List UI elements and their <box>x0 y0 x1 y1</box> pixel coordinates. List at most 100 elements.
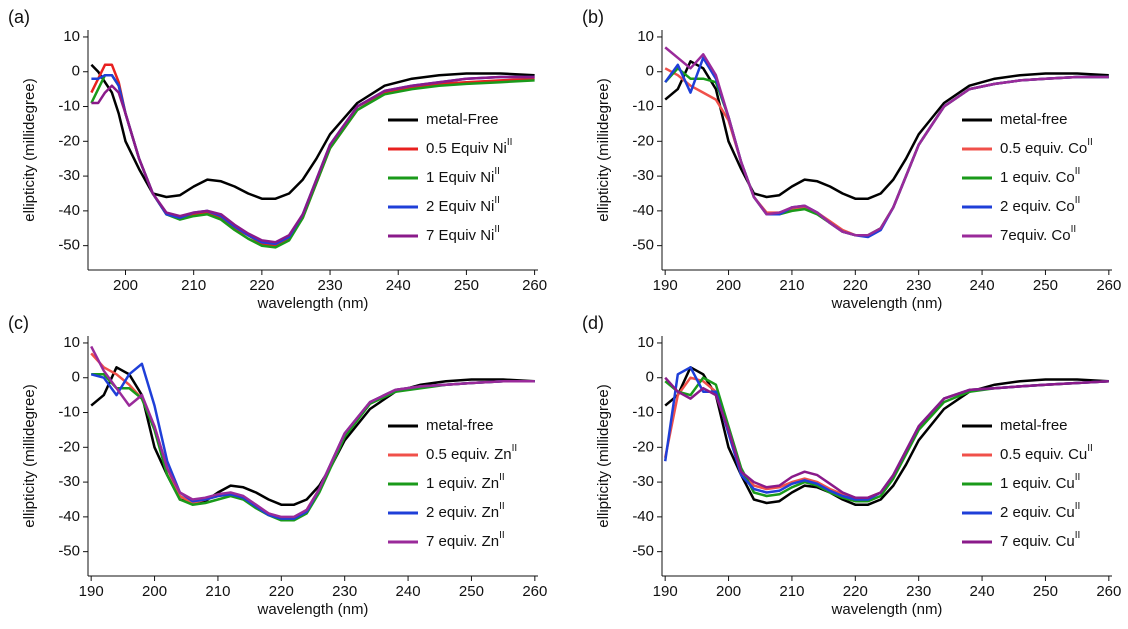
x-tick-label: 220 <box>249 277 274 294</box>
legend-superscript: II <box>1087 137 1093 148</box>
x-tick-label: 220 <box>843 583 868 600</box>
x-tick-label: 220 <box>269 583 294 600</box>
legend-name: metal-Free <box>426 111 499 128</box>
legend-name: 0.5 equiv. Co <box>1000 140 1087 157</box>
x-tick-label: 200 <box>113 277 138 294</box>
x-tick-label: 210 <box>181 277 206 294</box>
legend-name: 7 Equiv Ni <box>426 227 494 244</box>
legend-superscript: II <box>499 472 505 483</box>
legend-superscript: II <box>494 166 500 177</box>
x-axis-label: wavelength (nm) <box>257 601 369 618</box>
y-tick-label: -50 <box>632 543 654 560</box>
legend-superscript: II <box>1075 501 1081 512</box>
y-tick-label: -10 <box>632 403 654 420</box>
y-tick-label: -50 <box>58 543 80 560</box>
panel-label: (a) <box>8 7 30 27</box>
legend-name: 0.5 equiv. Cu <box>1000 446 1087 463</box>
panel-label: (d) <box>582 313 604 333</box>
x-tick-label: 190 <box>653 583 678 600</box>
legend-superscript: II <box>1075 472 1081 483</box>
x-axis-label: wavelength (nm) <box>831 295 943 312</box>
y-tick-label: -40 <box>58 202 80 219</box>
y-tick-label: -10 <box>58 97 80 114</box>
y-tick-label: -20 <box>58 132 80 149</box>
legend-label: 0.5 equiv. ZnII <box>426 443 517 463</box>
legend-name: 1 Equiv Ni <box>426 169 494 186</box>
legend-name: 0.5 equiv. Zn <box>426 446 512 463</box>
legend-name: metal-free <box>1000 417 1068 434</box>
x-tick-label: 260 <box>1096 277 1121 294</box>
legend-label: 0.5 equiv. CoII <box>1000 137 1093 157</box>
legend-name: 1 equiv. Zn <box>426 475 499 492</box>
x-tick-label: 220 <box>843 277 868 294</box>
data-line <box>90 345 535 519</box>
y-axis-label: ellipticity (millidegree) <box>21 78 38 221</box>
x-tick-label: 250 <box>454 277 479 294</box>
legend-label: 1 equiv. ZnII <box>426 472 505 492</box>
legend-label: 7 equiv. ZnII <box>426 530 505 550</box>
y-tick-label: 10 <box>637 28 654 45</box>
legend-superscript: II <box>1075 195 1081 206</box>
y-tick-label: -40 <box>632 202 654 219</box>
y-tick-label: -30 <box>58 167 80 184</box>
y-tick-label: 10 <box>63 334 80 351</box>
x-tick-label: 250 <box>459 583 484 600</box>
y-tick-label: -30 <box>632 167 654 184</box>
panel-label: (b) <box>582 7 604 27</box>
x-axis-label: wavelength (nm) <box>257 295 369 312</box>
legend-label: 7equiv. CoII <box>1000 224 1076 244</box>
x-tick-label: 210 <box>779 277 804 294</box>
y-tick-label: -20 <box>632 438 654 455</box>
legend-label: metal-free <box>426 417 494 434</box>
y-tick-label: -40 <box>632 508 654 525</box>
x-tick-label: 260 <box>522 583 547 600</box>
data-line <box>664 376 1109 499</box>
legend-label: 1 equiv. CuII <box>1000 472 1080 492</box>
y-tick-label: 0 <box>646 369 654 386</box>
legend-label: metal-free <box>1000 417 1068 434</box>
legend-label: 7 Equiv NiII <box>426 224 500 244</box>
y-tick-label: -10 <box>58 403 80 420</box>
y-tick-label: -50 <box>58 237 80 254</box>
y-tick-label: 0 <box>646 63 654 80</box>
legend-name: 1 equiv. Cu <box>1000 475 1075 492</box>
legend-name: 7 equiv. Zn <box>426 533 499 550</box>
legend-label: 2 equiv. CoII <box>1000 195 1080 215</box>
legend-name: 2 equiv. Cu <box>1000 504 1075 521</box>
y-tick-label: -40 <box>58 508 80 525</box>
legend-label: 1 equiv. CoII <box>1000 166 1080 186</box>
legend-name: 2 equiv. Zn <box>426 504 499 521</box>
legend-name: metal-free <box>426 417 494 434</box>
y-tick-label: 10 <box>637 334 654 351</box>
y-tick-label: -50 <box>632 237 654 254</box>
legend-label: metal-free <box>1000 111 1068 128</box>
x-tick-label: 200 <box>142 583 167 600</box>
y-tick-label: -30 <box>632 473 654 490</box>
data-line <box>90 73 535 249</box>
legend-superscript: II <box>512 443 518 454</box>
legend-superscript: II <box>499 501 505 512</box>
x-tick-label: 250 <box>1033 583 1058 600</box>
x-tick-label: 260 <box>1096 583 1121 600</box>
legend-label: 2 equiv. ZnII <box>426 501 505 521</box>
x-tick-label: 240 <box>396 583 421 600</box>
y-tick-label: -20 <box>58 438 80 455</box>
x-tick-label: 240 <box>970 277 995 294</box>
legend-superscript: II <box>1087 443 1093 454</box>
x-tick-label: 240 <box>386 277 411 294</box>
legend-superscript: II <box>1075 166 1081 177</box>
legend-label: 0.5 Equiv NiII <box>426 137 512 157</box>
x-tick-label: 190 <box>79 583 104 600</box>
x-tick-label: 230 <box>906 277 931 294</box>
data-line <box>664 60 1109 200</box>
x-tick-label: 190 <box>653 277 678 294</box>
y-tick-label: 10 <box>63 28 80 45</box>
x-tick-label: 200 <box>716 277 741 294</box>
legend-superscript: II <box>1071 224 1077 235</box>
legend-name: 7 equiv. Cu <box>1000 533 1075 550</box>
x-tick-label: 260 <box>522 277 547 294</box>
data-line <box>91 75 535 244</box>
legend-label: 0.5 equiv. CuII <box>1000 443 1093 463</box>
legend-superscript: II <box>507 137 513 148</box>
